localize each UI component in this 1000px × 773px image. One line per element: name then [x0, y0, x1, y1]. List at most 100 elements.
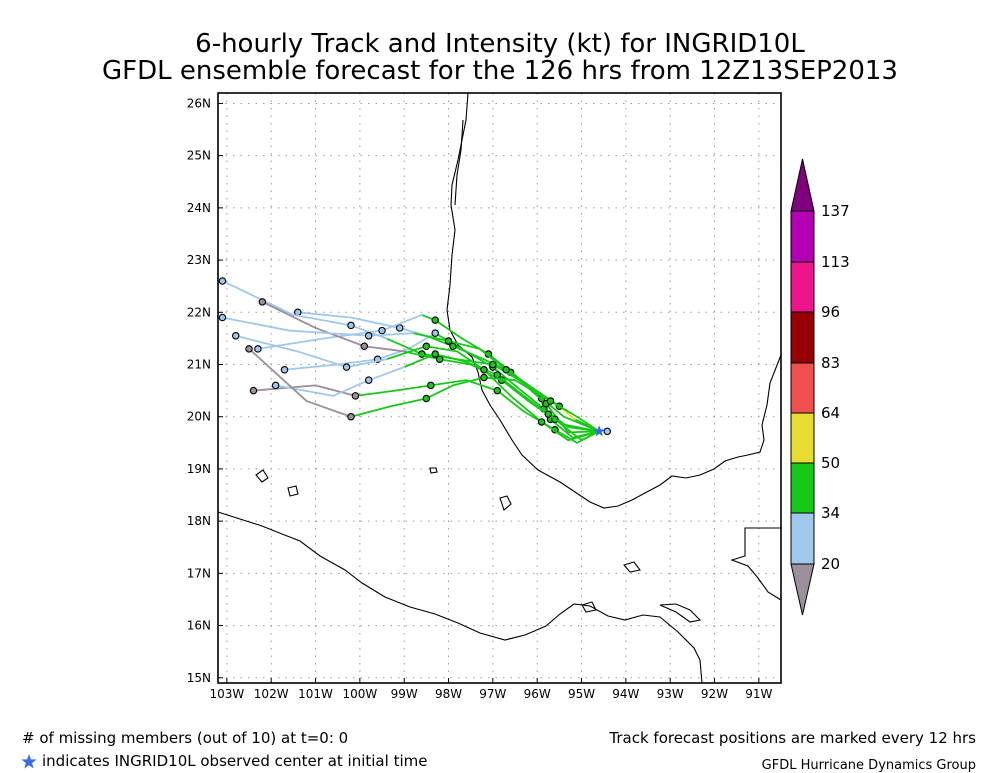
yucatan-lagoon: [659, 603, 702, 623]
credit-label: GFDL Hurricane Dynamics Group: [762, 758, 976, 773]
track-position-marker: [544, 410, 553, 418]
track-segment: [554, 428, 578, 444]
latitude-axis: 26N 25N 24N 23N 22N 21N 20N 19N 18N 17N 16N 15N: [187, 96, 211, 684]
track-segment: [456, 350, 485, 371]
colorbar-swatch: [790, 261, 815, 313]
colorbar-swatch: [790, 362, 815, 414]
track-position-marker: [254, 345, 262, 353]
chart-title-line-2: GFDL ensemble forecast for the 126 hrs f…: [102, 56, 898, 86]
lat-lon-grid: [218, 93, 781, 683]
track-segment: [425, 384, 454, 400]
track-segment: [452, 345, 485, 361]
lon-tick-label: 94W: [612, 687, 639, 701]
chart-title-line-1: 6-hourly Track and Intensity (kt) for IN…: [195, 29, 805, 59]
colorbar-swatch: [790, 462, 815, 514]
lon-tick-label: 102W: [254, 687, 289, 701]
track-position-marker: [493, 371, 502, 379]
lake-small-1: [623, 561, 641, 573]
lat-tick-label: 19N: [187, 462, 211, 476]
track-position-marker: [347, 321, 355, 330]
track-position-marker: [546, 397, 555, 405]
lat-tick-label: 21N: [187, 358, 211, 372]
lon-tick-label: 91W: [745, 687, 772, 701]
track-segment: [487, 353, 516, 376]
lon-tick-label: 96W: [524, 687, 551, 701]
colorbar-swatch: [790, 512, 815, 565]
track-segment: [283, 363, 339, 371]
track-segment: [567, 430, 601, 442]
lat-tick-label: 20N: [187, 410, 211, 424]
track-position-marker: [480, 365, 488, 374]
track-position-marker: [280, 365, 289, 374]
longitude-axis: 103W 102W 101W 100W 99W 98W 97W 96W 95W 94W 93W 92W…: [209, 687, 772, 701]
track-position-marker: [537, 418, 546, 426]
colorbar-swatch: [790, 311, 815, 364]
colorbar-swatch: [790, 210, 815, 263]
track-position-marker: [493, 386, 502, 395]
intensity-colorbar: 137 113 96 83 64 50 34 20: [790, 158, 850, 616]
track-segment: [385, 337, 423, 355]
colorbar-label: 83: [821, 354, 840, 372]
colorbar-label: 20: [821, 555, 840, 573]
track-position-marker: [431, 350, 439, 358]
lake-chapala: [255, 469, 269, 483]
track-position-marker: [231, 332, 240, 340]
track-marker-note: Track forecast positions are marked ever…: [608, 729, 976, 747]
lon-tick-label: 93W: [657, 687, 684, 701]
track-segment: [345, 358, 388, 369]
track-segment: [425, 345, 459, 353]
track-segment: [403, 353, 437, 369]
ensemble-track-9: [245, 345, 601, 433]
track-segment: [554, 418, 583, 442]
track-segment: [221, 316, 290, 332]
track-segment: [456, 358, 494, 366]
track-position-marker: [258, 298, 267, 306]
track-segment: [252, 384, 317, 392]
colorbar-label: 64: [821, 404, 840, 422]
track-position-marker: [364, 376, 373, 384]
track-segment: [549, 400, 578, 418]
track-segment: [274, 384, 335, 397]
track-position-marker: [502, 365, 510, 374]
track-segment: [407, 332, 437, 350]
track-segment: [447, 340, 481, 350]
track-position-marker: [427, 381, 435, 390]
track-segment: [483, 376, 516, 382]
track-segment: [367, 366, 406, 382]
track-segment: [336, 358, 379, 366]
track-position-marker: [364, 332, 373, 340]
track-segment: [248, 347, 308, 402]
track-segment: [221, 280, 295, 316]
map-panel: [217, 92, 782, 684]
lake-small-4: [287, 485, 299, 497]
track-position-marker: [342, 363, 351, 371]
track-segment: [394, 384, 432, 392]
colorbar-label: 50: [821, 454, 840, 472]
lake-small-3: [429, 467, 438, 474]
track-position-marker: [218, 277, 227, 285]
observed-center: [593, 425, 611, 437]
track-segment: [261, 300, 317, 329]
initial-position-marker: [603, 427, 611, 436]
track-segment: [576, 415, 601, 433]
track-position-marker: [489, 360, 497, 369]
lon-tick-label: 95W: [568, 687, 595, 701]
track-segment: [429, 379, 468, 387]
colorbar-label: 137: [821, 202, 850, 220]
lon-tick-label: 103W: [209, 687, 244, 701]
lat-tick-label: 24N: [187, 201, 211, 215]
track-segment: [332, 379, 370, 397]
lon-tick-label: 99W: [391, 687, 418, 701]
track-position-marker: [422, 394, 431, 403]
track-segment: [389, 397, 428, 408]
track-position-marker: [351, 392, 360, 400]
track-position-marker: [422, 342, 431, 350]
track-segment: [385, 345, 428, 361]
lat-tick-label: 25N: [187, 149, 211, 163]
track-position-marker: [347, 412, 355, 421]
lon-tick-label: 101W: [298, 687, 333, 701]
track-segment: [403, 350, 441, 361]
colorbar-label: 34: [821, 504, 840, 522]
track-segment: [500, 379, 530, 402]
